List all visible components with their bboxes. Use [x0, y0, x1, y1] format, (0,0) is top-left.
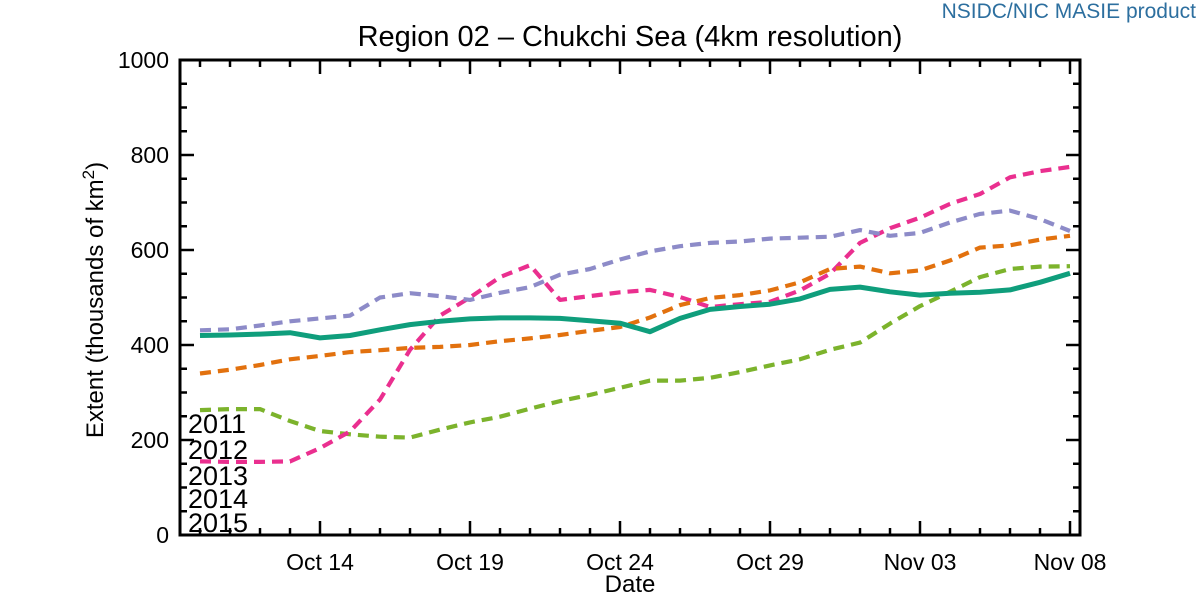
- y-tick-label: 200: [131, 427, 169, 453]
- product-label: NSIDC/NIC MASIE product: [941, 0, 1196, 23]
- legend-label-2015: 2015: [188, 508, 248, 538]
- x-tick-label: Oct 29: [736, 549, 804, 575]
- series-line-2013: [199, 208, 1071, 333]
- x-tick-label: Nov 03: [884, 549, 957, 575]
- chart-title: Region 02 – Chukchi Sea (4km resolution): [357, 21, 903, 53]
- x-tick-label: Nov 08: [1034, 549, 1107, 575]
- y-tick-label: 1000: [118, 47, 169, 73]
- x-tick-label: Oct 14: [286, 549, 354, 575]
- series-line-2015: [199, 270, 1071, 341]
- y-tick-label: 400: [131, 332, 169, 358]
- y-tick-label: 0: [156, 522, 169, 548]
- y-axis-title: Extent (thousands of km2): [79, 162, 109, 438]
- plot-border: [178, 58, 1082, 537]
- y-tick-label: 800: [131, 142, 169, 168]
- series-line-2014: [199, 233, 1071, 376]
- x-tick-label: Oct 24: [586, 549, 654, 575]
- legend-label-2013: 2013: [188, 461, 248, 491]
- series-line-2012: [199, 164, 1071, 464]
- y-tick-label: 600: [131, 237, 169, 263]
- x-tick-label: Oct 19: [436, 549, 504, 575]
- legend-label-2014: 2014: [188, 484, 248, 514]
- legend-label-2011: 2011: [188, 409, 246, 439]
- x-axis-title: Date: [605, 571, 656, 598]
